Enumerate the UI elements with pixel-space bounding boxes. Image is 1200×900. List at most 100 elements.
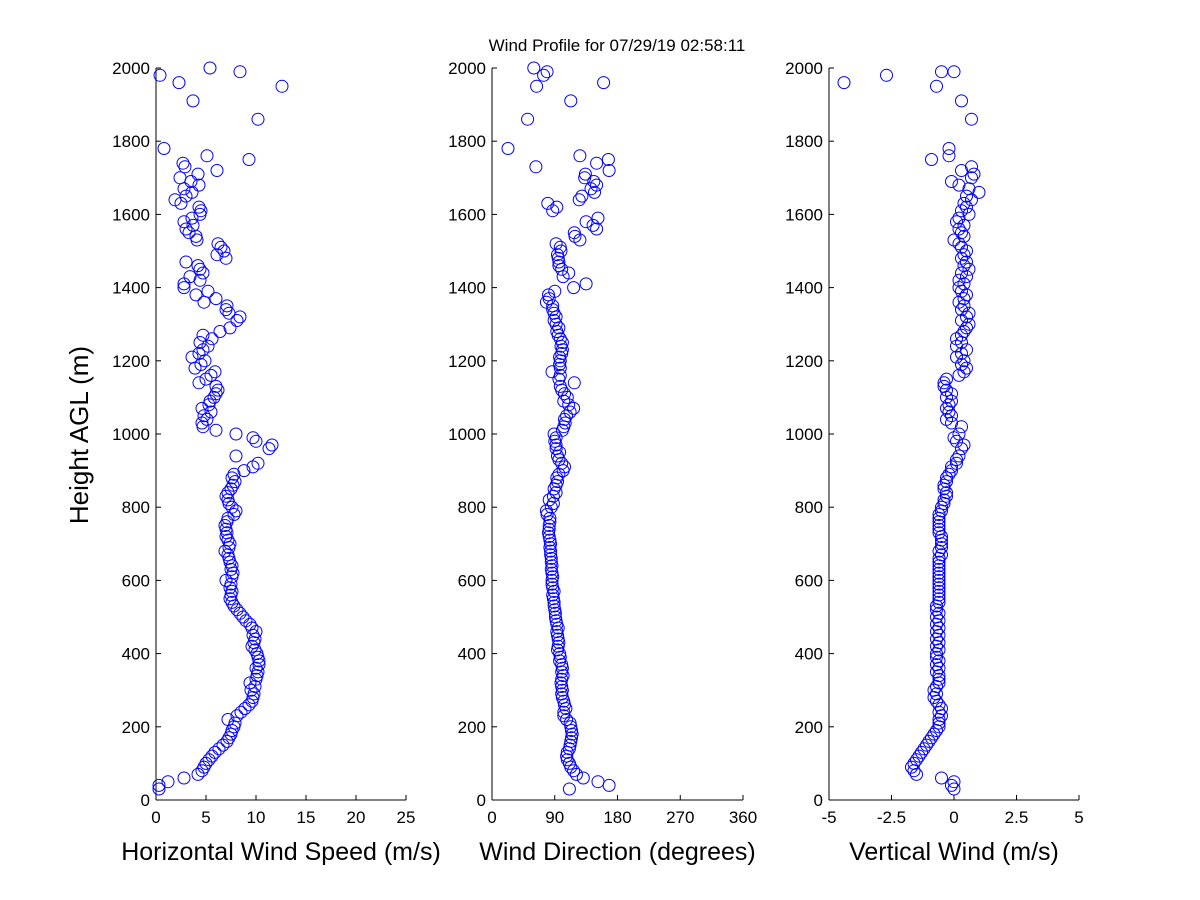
data-point [239, 614, 253, 628]
data-point [224, 577, 238, 591]
data-point [562, 398, 576, 412]
data-point [199, 756, 213, 770]
y-tick-label: 400 [122, 645, 150, 664]
data-point [553, 379, 567, 393]
data-point [942, 142, 956, 155]
data-point [555, 262, 569, 276]
data-point [952, 178, 966, 192]
y-tick-label: 1200 [448, 352, 486, 371]
y-tick-label: 1600 [112, 205, 150, 224]
data-point [546, 299, 560, 313]
data-point [542, 493, 556, 507]
data-point [947, 782, 961, 796]
data-point [249, 661, 263, 675]
data-point [945, 394, 958, 408]
data-point [230, 603, 244, 617]
data-point [932, 588, 946, 602]
data-point [527, 61, 541, 75]
data-point [957, 292, 971, 306]
x-tick-label: 20 [347, 808, 366, 827]
data-point [591, 775, 605, 789]
data-point [530, 79, 544, 93]
data-point [937, 478, 951, 492]
data-point [217, 244, 231, 258]
data-point [553, 240, 567, 254]
data-point [567, 764, 581, 778]
data-point [227, 467, 241, 481]
data-point [537, 68, 551, 82]
data-point [177, 182, 191, 196]
data-point [192, 200, 206, 214]
data-point [925, 731, 938, 745]
data-point [191, 167, 205, 181]
data-point [950, 215, 963, 229]
data-point [940, 486, 953, 500]
data-point [199, 372, 213, 386]
data-point [962, 262, 976, 276]
data-point [555, 336, 569, 349]
data-point [932, 562, 946, 576]
data-point [937, 379, 951, 393]
data-point [177, 215, 191, 229]
data-point [932, 555, 946, 569]
y-tick-label: 200 [458, 718, 486, 737]
x-tick-label: 270 [666, 808, 694, 827]
data-point [960, 343, 973, 357]
y-tick-label: 800 [122, 498, 150, 517]
data-point [960, 255, 973, 269]
data-point [230, 314, 244, 327]
data-point [548, 610, 562, 624]
data-point [960, 244, 973, 258]
data-point [947, 775, 961, 789]
data-point [930, 610, 943, 624]
data-point [955, 251, 968, 265]
data-point [567, 226, 581, 240]
data-point [221, 533, 235, 547]
data-point [922, 734, 936, 748]
series-markers [501, 61, 616, 796]
data-point [200, 149, 214, 163]
data-point [196, 266, 210, 280]
data-point [195, 401, 209, 415]
data-point [952, 281, 966, 295]
data-point [957, 354, 971, 368]
y-tick-label: 2000 [785, 59, 823, 78]
data-point [955, 442, 968, 456]
data-point [275, 79, 289, 93]
x-axis-label: Wind Direction (degrees) [479, 838, 756, 866]
data-point [184, 175, 198, 188]
data-point [197, 409, 211, 423]
y-tick-label: 1400 [112, 279, 150, 298]
data-point [544, 548, 558, 562]
data-point [548, 284, 562, 298]
data-point [932, 628, 946, 642]
data-point [962, 317, 976, 331]
data-point [183, 270, 197, 284]
data-point [962, 207, 976, 221]
data-point [542, 288, 555, 302]
data-point [229, 427, 243, 441]
x-tick-label: -2.5 [877, 808, 906, 827]
y-tick-label: 1400 [785, 279, 823, 298]
data-point [218, 519, 232, 532]
data-point [189, 288, 203, 302]
data-point [203, 61, 217, 75]
data-point [932, 621, 946, 635]
data-point [542, 522, 556, 536]
data-point [249, 434, 263, 448]
data-point [551, 248, 564, 262]
x-tick-label: 2.5 [1005, 808, 1029, 827]
data-point [590, 222, 604, 236]
data-point [955, 347, 968, 360]
data-point [547, 599, 561, 613]
data-point [940, 475, 953, 489]
data-point [521, 112, 535, 126]
data-point [234, 705, 248, 719]
data-point [539, 295, 553, 309]
data-point [229, 449, 243, 463]
data-point [186, 94, 200, 108]
x-tick-label: 360 [729, 808, 757, 827]
data-point [225, 500, 239, 514]
data-point [195, 764, 209, 778]
data-point [557, 709, 571, 723]
